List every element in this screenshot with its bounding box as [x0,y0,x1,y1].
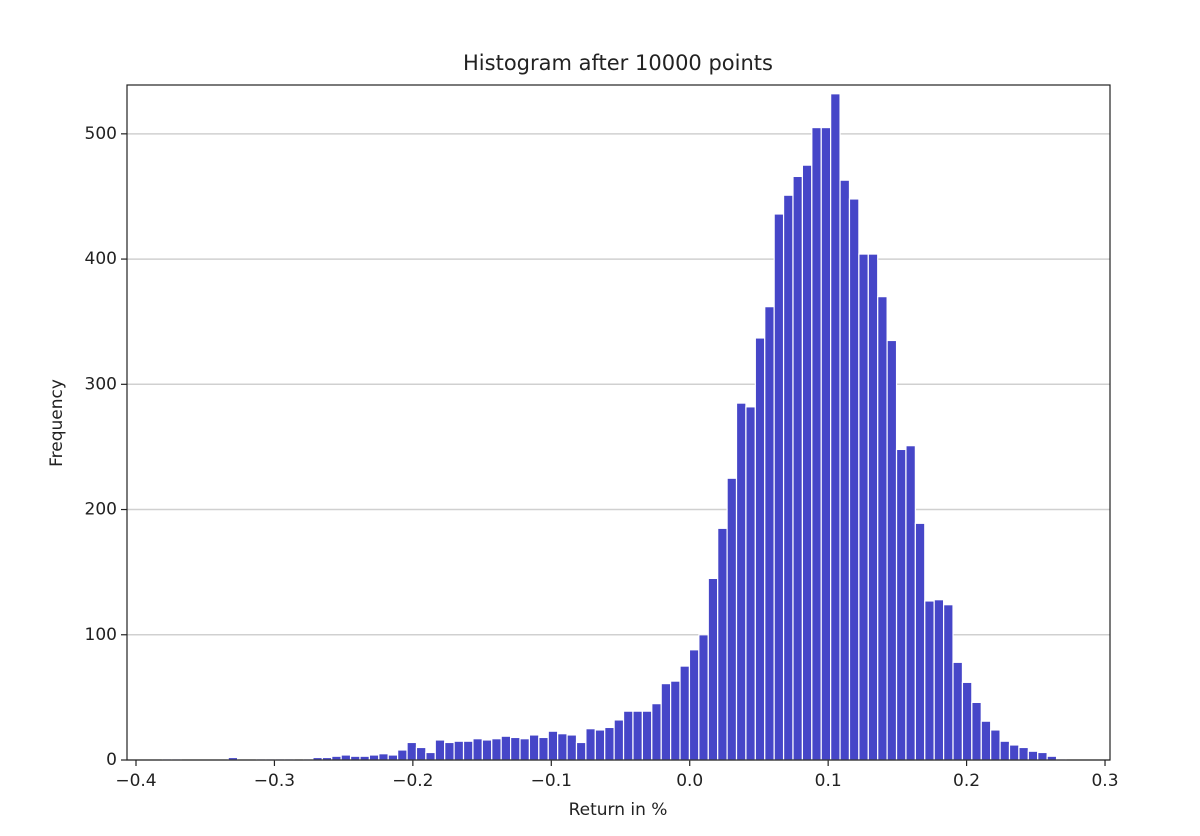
x-tick-label: −0.4 [115,771,156,791]
bar [754,337,766,761]
bar [670,680,681,761]
bar [538,736,549,761]
bar [764,306,775,761]
bar [961,681,973,761]
bar [971,701,982,761]
bar [905,445,916,761]
y-axis-label: Frequency [47,379,67,467]
bar [651,703,662,761]
bar [491,738,502,761]
bar [1008,744,1020,761]
bar [462,740,474,761]
bar [387,754,399,761]
y-tick-label: 500 [85,124,117,144]
bar [397,749,408,761]
bar [801,164,813,761]
bar [509,736,521,761]
bar [632,710,643,761]
bar [943,604,954,761]
y-tick-label: 300 [85,374,117,394]
bar [867,253,879,761]
bar [575,741,587,761]
x-axis-label: Return in % [569,800,668,820]
y-tick-label: 200 [85,500,117,520]
y-tick-label: 100 [85,625,117,645]
bar [735,402,747,761]
bar [368,754,380,761]
y-tick-label: 400 [85,249,117,269]
bar [434,739,446,761]
bar [782,194,794,761]
bar [914,522,926,761]
bar [952,661,964,761]
x-tick-label: 0.0 [676,771,703,791]
bar [895,448,907,761]
bar [698,634,709,761]
bar [1027,750,1039,761]
bar [641,710,653,761]
bar [924,600,935,761]
bar [622,710,634,761]
bar [453,740,465,761]
bar [886,339,898,761]
bar [877,296,888,761]
x-tick-label: −0.3 [254,771,295,791]
bar [519,738,531,761]
bar [999,740,1011,761]
bar [707,577,719,761]
bar [594,729,606,761]
bar [500,735,512,761]
bar [472,738,483,761]
bar [415,746,427,761]
bar [444,741,455,761]
bar [613,719,625,761]
bar [933,599,945,761]
bar [990,729,1001,761]
y-tick-label: 0 [106,750,117,770]
chart-title: Histogram after 10000 points [463,51,773,75]
bar [792,175,804,761]
bar [820,126,832,761]
bar [660,683,672,761]
bar [726,477,738,761]
bar [425,751,436,761]
x-tick-label: −0.2 [392,771,433,791]
bar [340,754,352,761]
x-tick-label: −0.1 [531,771,572,791]
bar [830,93,841,761]
bar [858,253,869,761]
bar [848,198,860,761]
bar [745,406,756,761]
plot-frame [126,84,1111,761]
bar [481,739,493,761]
bar [566,734,578,761]
bar [1018,746,1029,761]
bar [679,665,691,761]
bar [585,728,596,761]
bar [547,730,559,761]
bar [811,126,822,761]
bar [604,726,615,761]
bar [839,179,851,761]
bar [980,720,992,761]
x-tick-label: 0.2 [953,771,980,791]
bar [528,734,540,761]
bar [773,213,785,761]
x-tick-label: 0.1 [815,771,842,791]
bar [717,527,728,761]
bar [688,649,700,761]
bar [406,741,418,761]
bar [557,733,568,761]
bar [378,753,389,761]
bar [1037,751,1048,761]
x-tick-label: 0.3 [1091,771,1118,791]
